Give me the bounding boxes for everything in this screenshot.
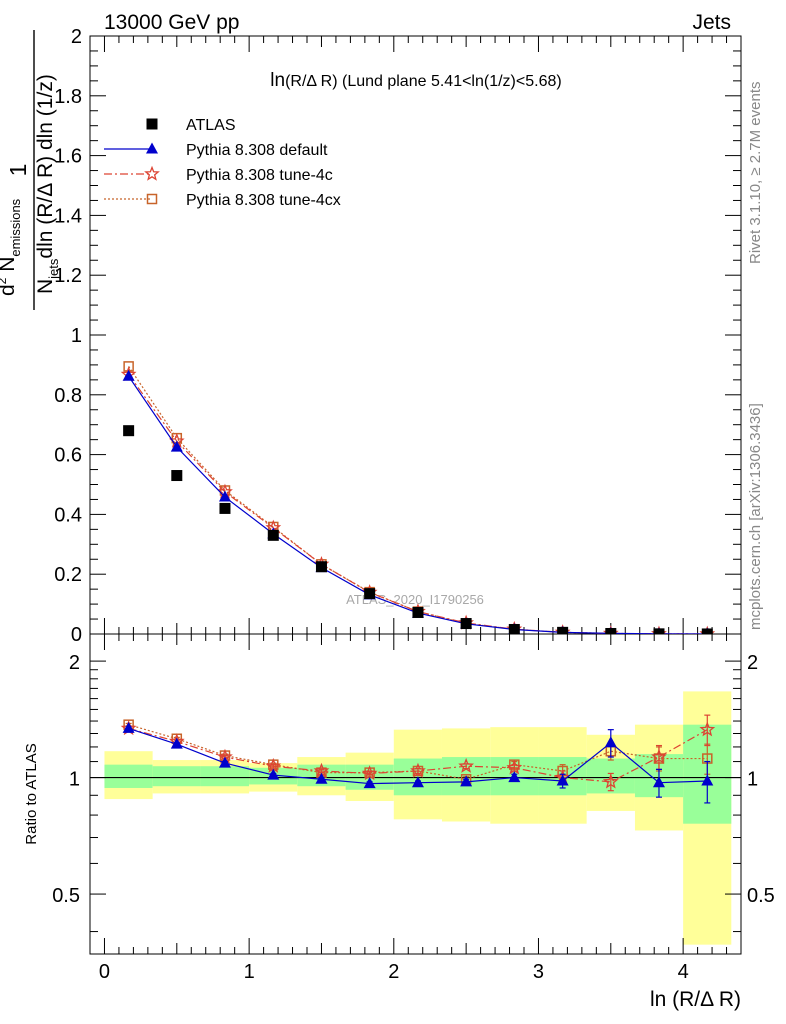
ratio-point	[699, 721, 716, 737]
ratio-point	[458, 757, 475, 773]
x-tick-label: 0	[99, 961, 110, 983]
main-y-tick-label: 1.2	[54, 265, 82, 287]
ratio-point	[122, 721, 135, 733]
ratio-point	[604, 736, 617, 748]
ratio-y-tick-label: 1	[69, 769, 80, 791]
ratio-y-tick-label-right: 1	[747, 769, 758, 791]
svg-text:1: 1	[5, 164, 31, 177]
main-point-square	[364, 588, 376, 600]
mcplots-side-label: mcplots.cern.ch [arXiv:1306.3436]	[747, 403, 764, 630]
main-point-square	[460, 618, 472, 630]
main-point-square	[171, 470, 183, 482]
main-point-square	[219, 502, 231, 514]
ratio-y-axis: 0.5 0.5 1 1 2 2	[52, 652, 775, 933]
analysis-watermark: ATLAS_2020_I1790256	[346, 592, 484, 607]
ratio-y-tick-label: 0.5	[52, 885, 80, 907]
x-axis-label: ln (R/Δ R)	[650, 988, 741, 1011]
legend-marker	[144, 165, 160, 181]
ratio-uncertainty-bands	[104, 691, 732, 945]
ratio-point	[652, 776, 665, 788]
main-plot-area	[120, 361, 716, 634]
ratio-point	[315, 772, 328, 784]
main-point-square	[605, 627, 617, 634]
ratio-point	[170, 737, 183, 749]
svg-text:Njetsdln (R/Δ R) dln (1/z): Njetsdln (R/Δ R) dln (1/z)	[34, 74, 61, 294]
main-y-tick-label: 0	[71, 624, 82, 646]
ratio-inner-band	[104, 764, 153, 788]
ratio-point	[460, 775, 473, 787]
rivet-side-label: Rivet 3.1.10, ≥ 2.7M events	[747, 82, 764, 265]
main-y-tick-label: 1.6	[54, 146, 82, 168]
ratio-panel-frame	[89, 633, 742, 955]
main-y-tick-label: 1.4	[54, 205, 82, 227]
main-y-tick-label: 0.4	[54, 504, 82, 526]
main-y-tick-label: 0.2	[54, 564, 82, 586]
main-point-square	[508, 624, 520, 634]
x-tick-label: 1	[244, 961, 255, 983]
ratio-y-tick-label-right: 0.5	[747, 885, 775, 907]
ratio-point	[651, 748, 667, 764]
ratio-point	[218, 756, 231, 768]
main-point-square	[123, 425, 135, 437]
header-right: Jets	[692, 11, 731, 34]
legend-label: Pythia 8.308 tune-4c	[186, 167, 333, 184]
legend-marker	[146, 193, 158, 205]
ratio-plot-area	[120, 714, 716, 804]
ratio-y-tick-label-right: 2	[747, 652, 758, 674]
ratio-point	[506, 759, 523, 775]
main-y-tick-label: 0.6	[54, 445, 82, 467]
main-point-square	[557, 626, 569, 634]
main-point-square	[412, 606, 424, 618]
ratio-inner-band	[152, 766, 201, 787]
main-point-triangle	[122, 369, 135, 381]
x-tick-label: 2	[388, 961, 399, 983]
legend-marker	[146, 142, 158, 154]
ratio-point	[361, 765, 378, 781]
legend: ATLAS Pythia 8.308 default Pythia 8.308 tu…	[104, 117, 341, 209]
main-y-tick-label: 1	[71, 325, 82, 347]
main-y-axis-label: 1 d2 Nemissions Njetsdln (R/Δ R) dln (1/…	[0, 30, 61, 310]
x-tick-label: 4	[678, 961, 689, 983]
ratio-point	[602, 773, 619, 789]
x-tick-label: 3	[533, 961, 544, 983]
ratio-point	[556, 774, 569, 786]
legend-marker	[146, 118, 158, 130]
plot-title: ln(R/Δ R) (Lund plane 5.41<ln(1/z)<5.68)	[270, 70, 561, 91]
main-point-square	[701, 628, 713, 634]
main-y-tick-label: 1.8	[54, 86, 82, 108]
ratio-y-axis-label: Ratio to ATLAS	[23, 743, 40, 844]
ratio-point	[508, 771, 521, 783]
ratio-point	[363, 777, 376, 789]
main-y-tick-label: 0.8	[54, 385, 82, 407]
main-point-triangle	[218, 490, 231, 502]
main-y-tick-label: 2	[71, 26, 82, 48]
legend-label: Pythia 8.308 default	[186, 142, 328, 159]
legend-label: ATLAS	[186, 117, 236, 134]
ratio-point	[267, 768, 280, 780]
legend-label: Pythia 8.308 tune-4cx	[186, 192, 341, 209]
main-point-triangle	[170, 440, 183, 452]
header-left: 13000 GeV pp	[104, 11, 239, 34]
ratio-y-tick-label: 2	[69, 652, 80, 674]
svg-text:d2 Nemissions: d2 Nemissions	[0, 198, 23, 296]
main-y-axis: 0 0.2 0.4 0.6 0.8 1 1.2 1.4 1.6 1.8 2	[54, 26, 741, 646]
ratio-point	[701, 774, 714, 786]
main-point-square	[267, 529, 279, 541]
ratio-inner-band	[200, 766, 250, 787]
x-axis: 0 1 2 3 4	[89, 36, 742, 983]
ratio-point	[410, 762, 426, 778]
main-point-square	[315, 561, 327, 573]
ratio-point	[411, 776, 424, 788]
main-point-square	[653, 628, 665, 634]
